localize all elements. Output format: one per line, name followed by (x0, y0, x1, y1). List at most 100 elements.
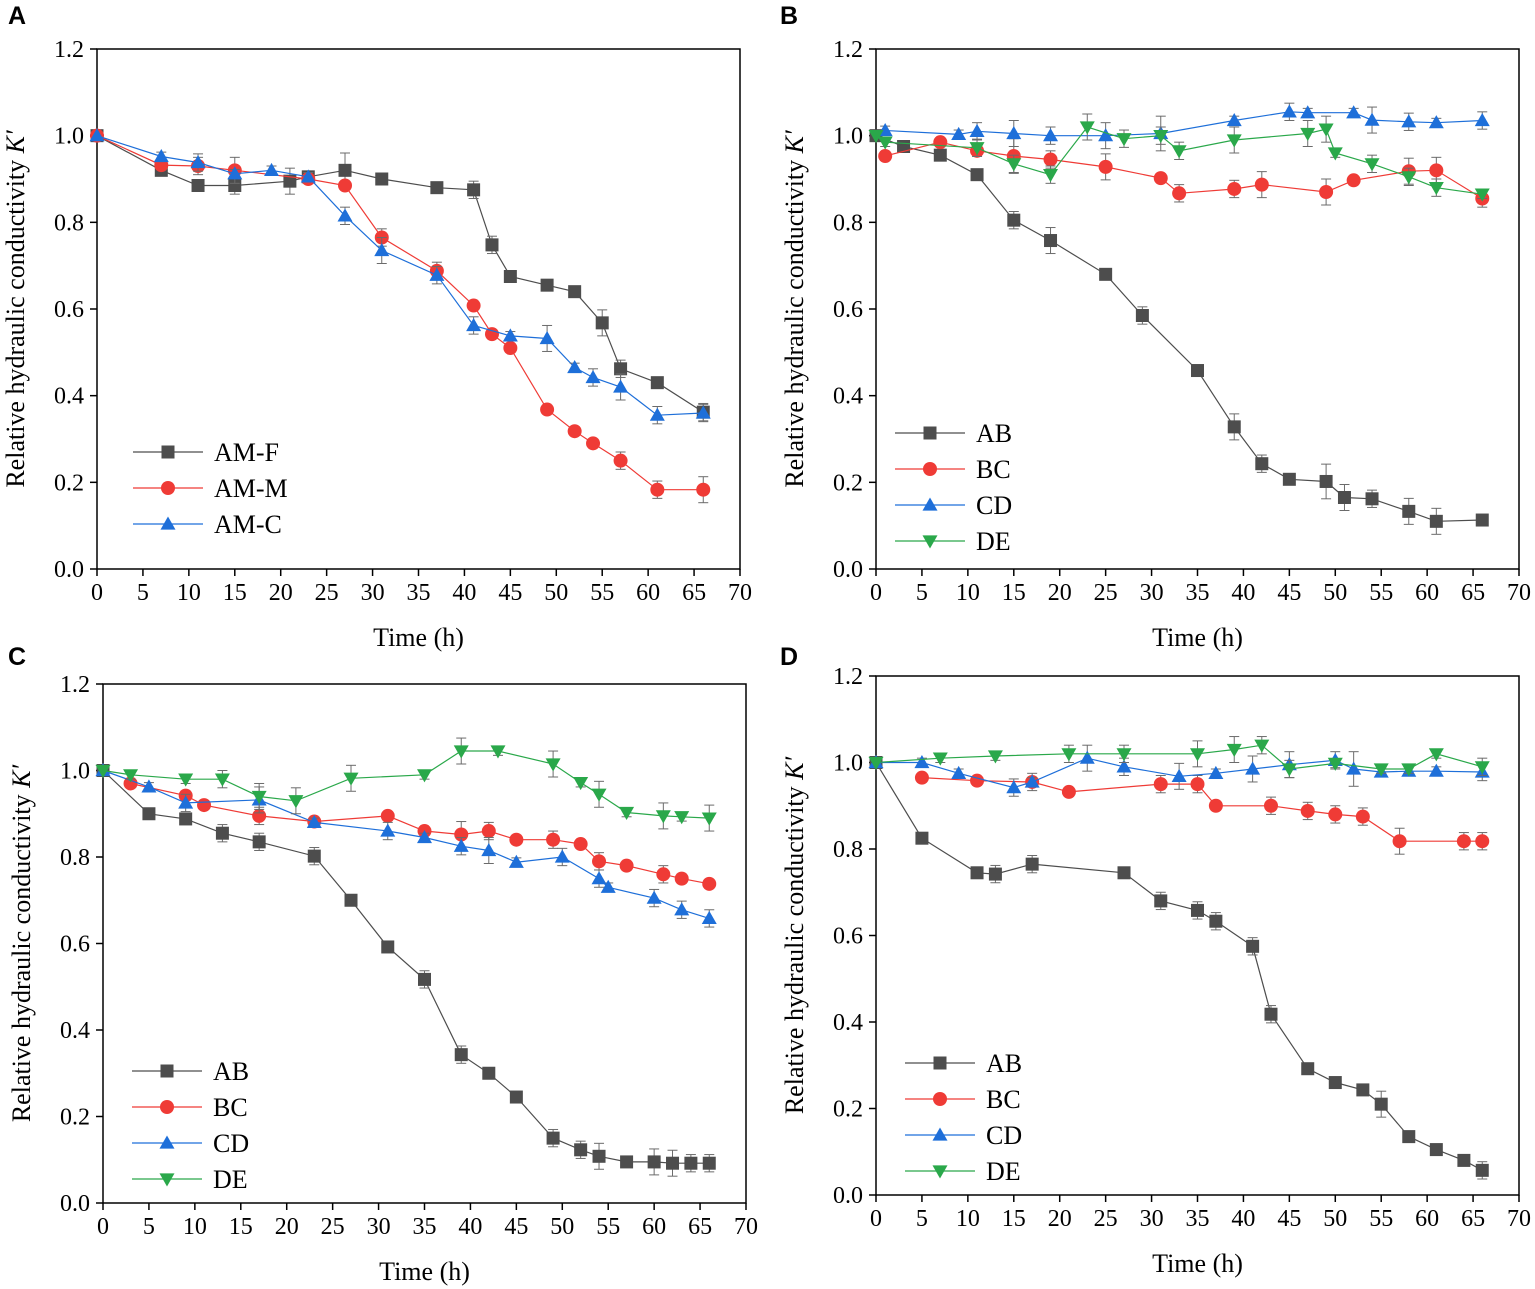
data-point (951, 126, 967, 140)
x-tick-label: 70 (734, 1214, 758, 1240)
data-point (178, 773, 194, 787)
panel-letter: A (8, 2, 26, 30)
legend-marker (932, 1165, 948, 1179)
x-tick-label: 20 (1048, 580, 1072, 606)
data-point (1006, 126, 1022, 140)
x-tick-label: 60 (1415, 580, 1439, 606)
data-point (430, 181, 444, 195)
data-point (288, 795, 304, 809)
data-point (969, 123, 985, 137)
series-am-f (90, 129, 710, 422)
series-line (96, 135, 704, 491)
panel-c: C 0 5 10 15 20 25 30 35 40 45 50 55 60 65 70 0.0 0.2 0.4 0… (7, 643, 758, 1286)
y-tick-label: 1.2 (60, 672, 90, 698)
data-point (933, 135, 948, 150)
y-tick-label: 1.2 (54, 37, 84, 63)
y-tick-label: 0.0 (833, 1183, 863, 1209)
series-cd (877, 102, 1490, 152)
legend-label: AB (213, 1057, 249, 1086)
x-tick-label: 60 (636, 580, 660, 606)
data-point (1474, 761, 1490, 775)
x-tick-label: 0 (97, 1214, 109, 1240)
x-tick-label: 5 (137, 580, 149, 606)
data-point (1153, 777, 1168, 792)
data-point (264, 162, 280, 176)
x-tick-label: 45 (1277, 1206, 1301, 1232)
x-tick-label: 10 (956, 1206, 980, 1232)
y-tick-label: 0.8 (833, 837, 863, 863)
data-point (1300, 803, 1315, 818)
legend-label: BC (213, 1093, 248, 1122)
data-point (1328, 807, 1343, 822)
data-point (1402, 1130, 1416, 1144)
data-point (1226, 134, 1242, 148)
x-tick-label: 70 (1507, 580, 1531, 606)
data-point (1116, 133, 1132, 147)
data-point (701, 910, 717, 925)
data-point (1281, 104, 1297, 118)
x-tick-label: 0 (91, 580, 103, 606)
data-point (1226, 113, 1242, 127)
data-point (190, 155, 206, 169)
data-point (1346, 173, 1361, 188)
data-point (1025, 857, 1039, 871)
y-tick-label: 0.6 (60, 932, 90, 958)
data-point (344, 893, 358, 907)
x-tick-label: 35 (1186, 1206, 1210, 1232)
data-point (1006, 158, 1022, 172)
data-point (933, 148, 947, 162)
legend-marker (160, 1064, 174, 1078)
x-tick-label: 40 (458, 1214, 482, 1240)
legend-entry-ab: AB (895, 419, 1012, 448)
plot-frame (102, 683, 747, 1204)
data-point (1401, 763, 1417, 777)
panel-a: A 0 5 10 15 20 25 30 35 40 45 50 55 60 65 70 0.0 0.2 0.4 0… (1, 2, 752, 652)
legend-entry-de: DE (895, 527, 1011, 556)
data-point (1428, 182, 1444, 196)
data-point (1318, 123, 1334, 137)
legend-entry-cd: CD (905, 1121, 1022, 1150)
data-point (1135, 309, 1149, 322)
data-point (1043, 169, 1059, 183)
data-point (417, 769, 432, 783)
data-point (1208, 798, 1223, 813)
data-point (585, 369, 601, 384)
data-point (1337, 491, 1351, 504)
data-point (380, 808, 395, 823)
legend-marker (159, 1173, 175, 1187)
x-tick-label: 25 (321, 1214, 345, 1240)
x-tick-label: 40 (1231, 1206, 1255, 1232)
series-cd (95, 763, 717, 928)
data-point (283, 174, 297, 188)
x-tick-label: 20 (1048, 1206, 1072, 1232)
y-axis-label: Relative hydraulic conductivity K′ (780, 130, 809, 488)
series-line (875, 762, 1483, 1171)
x-tick-label: 45 (498, 580, 522, 606)
series-ab (869, 129, 1489, 535)
data-point (417, 830, 432, 844)
data-point (1346, 105, 1362, 119)
data-point (123, 776, 138, 791)
data-point (153, 148, 169, 163)
data-point (554, 849, 570, 863)
legend-label: CD (976, 491, 1012, 520)
x-tick-label: 30 (361, 580, 385, 606)
data-point (684, 1156, 698, 1170)
data-point (1024, 774, 1040, 788)
data-point (969, 142, 985, 156)
data-point (539, 330, 555, 345)
x-tick-label: 25 (315, 580, 339, 606)
data-point (1364, 158, 1380, 172)
data-point (503, 270, 517, 283)
y-tick-label: 0.0 (833, 557, 863, 583)
data-point (591, 871, 607, 885)
data-point (142, 807, 156, 821)
data-point (613, 379, 629, 393)
series-de (868, 736, 1490, 779)
data-point (1401, 171, 1417, 185)
series-ab (869, 756, 1489, 1180)
data-point (701, 812, 717, 826)
legend-marker (160, 516, 176, 530)
legend-marker (932, 1127, 948, 1141)
y-tick-label: 0.2 (54, 470, 84, 496)
